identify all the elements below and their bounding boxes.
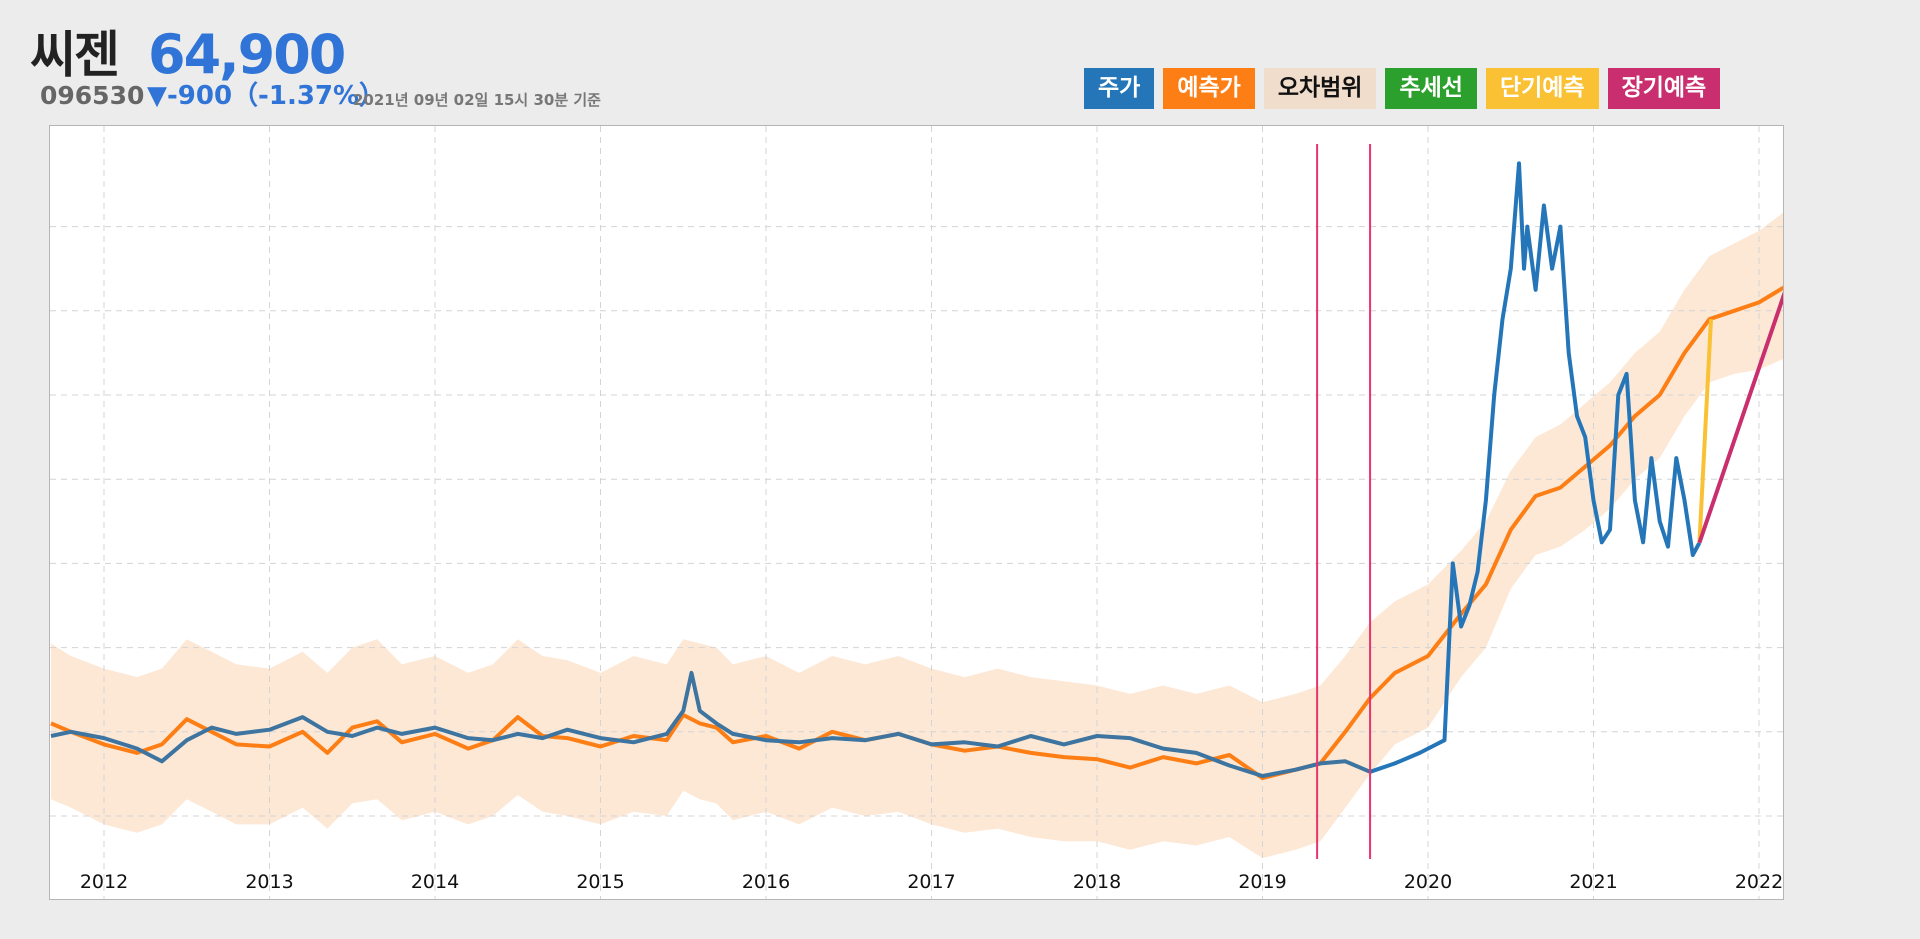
stock-change: ▼-900（-1.37%） — [147, 81, 386, 111]
stock-price: 64,900 — [148, 23, 346, 86]
legend-button-long-term[interactable]: 장기예측 — [1607, 68, 1721, 109]
x-tick-label: 2020 — [1404, 871, 1452, 893]
stock-name: 씨젠 — [30, 26, 120, 84]
x-tick-label: 2013 — [245, 871, 293, 893]
x-tick-label: 2019 — [1238, 871, 1286, 893]
long-term-line — [1697, 291, 1783, 544]
legend-button-short-term[interactable]: 단기예측 — [1485, 68, 1599, 109]
price-line — [1369, 161, 1702, 774]
short-term-line — [1697, 319, 1713, 543]
stock-timestamp: 2021년 09년 02일 15시 30분 기준 — [353, 91, 601, 109]
x-tick-label: 2022 — [1735, 871, 1783, 893]
legend-button-price[interactable]: 주가 — [1084, 68, 1155, 109]
x-tick-label: 2015 — [576, 871, 624, 893]
chart-area: 2012 2013 2014 2015 2016 2017 2018 2019 2020 2021… — [49, 125, 1784, 900]
legend-button-trendline[interactable]: 추세선 — [1385, 68, 1477, 109]
price-chart: 2012 2013 2014 2015 2016 2017 2018 2019 2020 2021… — [50, 126, 1783, 899]
x-tick-label: 2021 — [1569, 871, 1617, 893]
legend-button-forecast[interactable]: 예측가 — [1163, 68, 1255, 109]
x-tick-label: 2016 — [742, 871, 790, 893]
legend: 주가 예측가 오차범위 추세선 단기예측 장기예측 — [1084, 68, 1721, 109]
price-line-past — [50, 670, 1371, 778]
x-tick-label: 2017 — [907, 871, 955, 893]
x-tick-label: 2014 — [411, 871, 459, 893]
error-band-area — [51, 212, 1783, 859]
x-tick-label: 2018 — [1073, 871, 1121, 893]
x-tick-label: 2012 — [80, 871, 128, 893]
stock-code: 096530 — [40, 81, 145, 110]
legend-button-error-band[interactable]: 오차범위 — [1263, 68, 1377, 109]
